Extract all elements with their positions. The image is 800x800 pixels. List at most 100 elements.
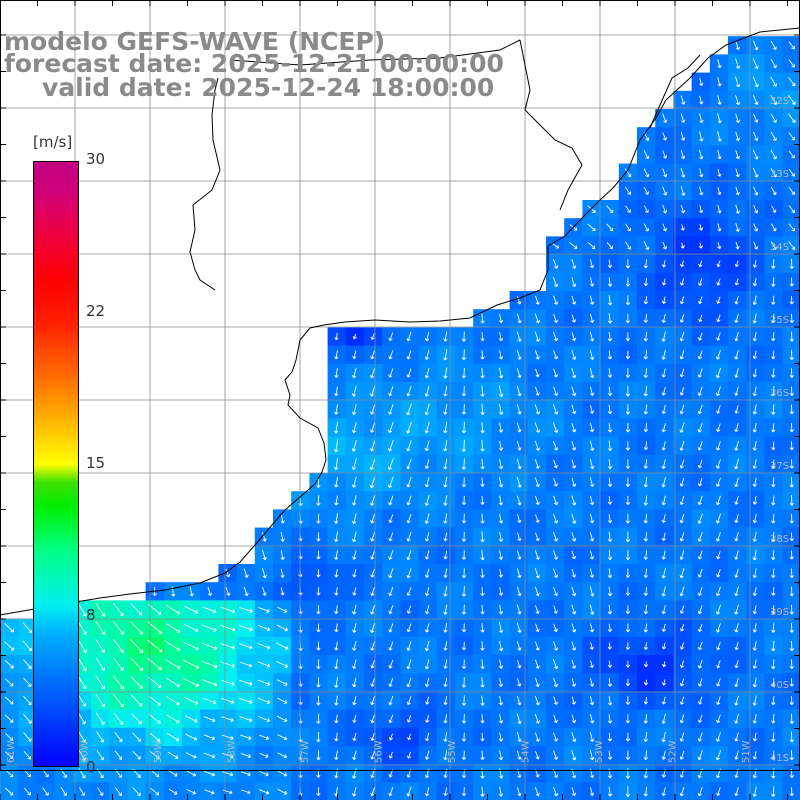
wind-arrow (735, 222, 740, 232)
wind-arrow (516, 495, 522, 506)
wind-arrow (165, 659, 181, 670)
wind-arrow (498, 768, 504, 779)
wind-arrow (534, 331, 540, 342)
wind-arrow (752, 440, 757, 451)
wind-arrow (698, 696, 703, 705)
wind-arrow (788, 223, 795, 232)
wind-arrow (679, 368, 685, 378)
wind-arrow (752, 167, 759, 178)
wind-arrow (716, 660, 721, 669)
wind-arrow (369, 385, 376, 397)
wind-arrow (643, 532, 648, 542)
wind-arrow (679, 660, 685, 668)
wind-arrow (752, 641, 757, 651)
wind-arrow (516, 586, 522, 597)
wind-arrow (697, 641, 703, 651)
wind-arrow (716, 260, 721, 268)
wind-arrow (406, 458, 412, 470)
wind-arrow (552, 404, 559, 415)
wind-arrow (607, 642, 612, 650)
wind-arrow (715, 477, 721, 487)
wind-arrow (388, 386, 394, 397)
wind-arrow (625, 786, 631, 797)
wind-arrow (443, 349, 448, 361)
longitude-labels: 61W 60W 59W 58W 57W 56W 55W 54W 53W 52W 51W (6, 740, 752, 763)
wind-arrow (571, 349, 577, 360)
wind-arrow (334, 421, 339, 434)
wind-arrow (752, 659, 757, 669)
wind-arrow (480, 604, 485, 615)
wind-arrow (607, 786, 613, 797)
wind-arrow (625, 459, 631, 469)
wind-arrow (589, 568, 595, 578)
wind-arrow (406, 440, 412, 452)
wind-arrow (571, 641, 577, 651)
wind-arrow (679, 678, 685, 687)
wind-arrow (165, 622, 181, 633)
wind-arrow (131, 732, 142, 742)
wind-arrow (771, 422, 776, 433)
wind-arrow (258, 716, 270, 723)
wind-arrow (734, 677, 739, 688)
wind-arrow (589, 386, 595, 396)
wind-arrow (201, 660, 218, 669)
wind-arrow (388, 568, 394, 579)
wind-arrow (406, 549, 412, 561)
wind-arrow (149, 750, 160, 760)
latitude-labels: 32S 33S 34S 35S 36S 37S 38S 39S 40S 41S (770, 96, 789, 764)
wind-arrow (443, 422, 448, 434)
wind-arrow (789, 568, 794, 579)
wind-arrow (498, 695, 504, 706)
wind-arrow (498, 677, 504, 687)
wind-arrow (220, 606, 235, 614)
wind-arrow (406, 677, 412, 688)
wind-arrow (571, 367, 577, 379)
wind-arrow (643, 259, 649, 269)
wind-arrow (607, 678, 613, 687)
wind-arrow (661, 605, 666, 615)
wind-arrow (334, 623, 339, 633)
wind-arrow (534, 786, 540, 797)
wind-arrow (552, 659, 559, 670)
wind-arrow (661, 422, 666, 433)
wind-arrow (752, 277, 758, 287)
wind-arrow (112, 675, 124, 690)
wind-arrow (788, 241, 796, 250)
wind-arrow (679, 586, 685, 597)
wind-arrow (553, 568, 559, 578)
wind-arrow (771, 350, 776, 360)
wind-arrow (334, 333, 339, 341)
wind-arrow (334, 587, 339, 596)
wind-arrow (498, 495, 504, 506)
wind-arrow (95, 712, 105, 725)
wind-arrow (625, 441, 631, 451)
wind-arrow (770, 40, 777, 50)
lat-label-32S: 32S (770, 96, 789, 107)
wind-arrow (406, 714, 412, 723)
wind-arrow (752, 477, 757, 487)
wind-arrow (352, 750, 357, 760)
wind-arrow (239, 697, 253, 705)
wind-arrow (552, 513, 559, 524)
wind-arrow (771, 332, 776, 342)
wind-arrow (334, 677, 339, 688)
wind-arrow (697, 786, 703, 797)
wind-arrow (112, 657, 124, 672)
wind-arrow (443, 714, 448, 724)
wind-arrow (697, 404, 703, 415)
wind-arrow (607, 568, 613, 579)
wind-arrow (553, 714, 558, 724)
wind-arrow (480, 786, 485, 797)
wind-arrow (679, 550, 685, 560)
wind-arrow (752, 623, 757, 633)
wind-arrow (662, 132, 668, 141)
wind-arrow (789, 696, 794, 706)
wind-arrow (171, 586, 176, 597)
wind-arrow (406, 586, 412, 596)
wind-arrow (571, 258, 577, 269)
wind-arrow (258, 606, 270, 613)
wind-arrow (352, 714, 357, 723)
wind-arrow (424, 440, 430, 452)
wind-arrow (607, 313, 613, 324)
wind-arrow (734, 350, 739, 360)
